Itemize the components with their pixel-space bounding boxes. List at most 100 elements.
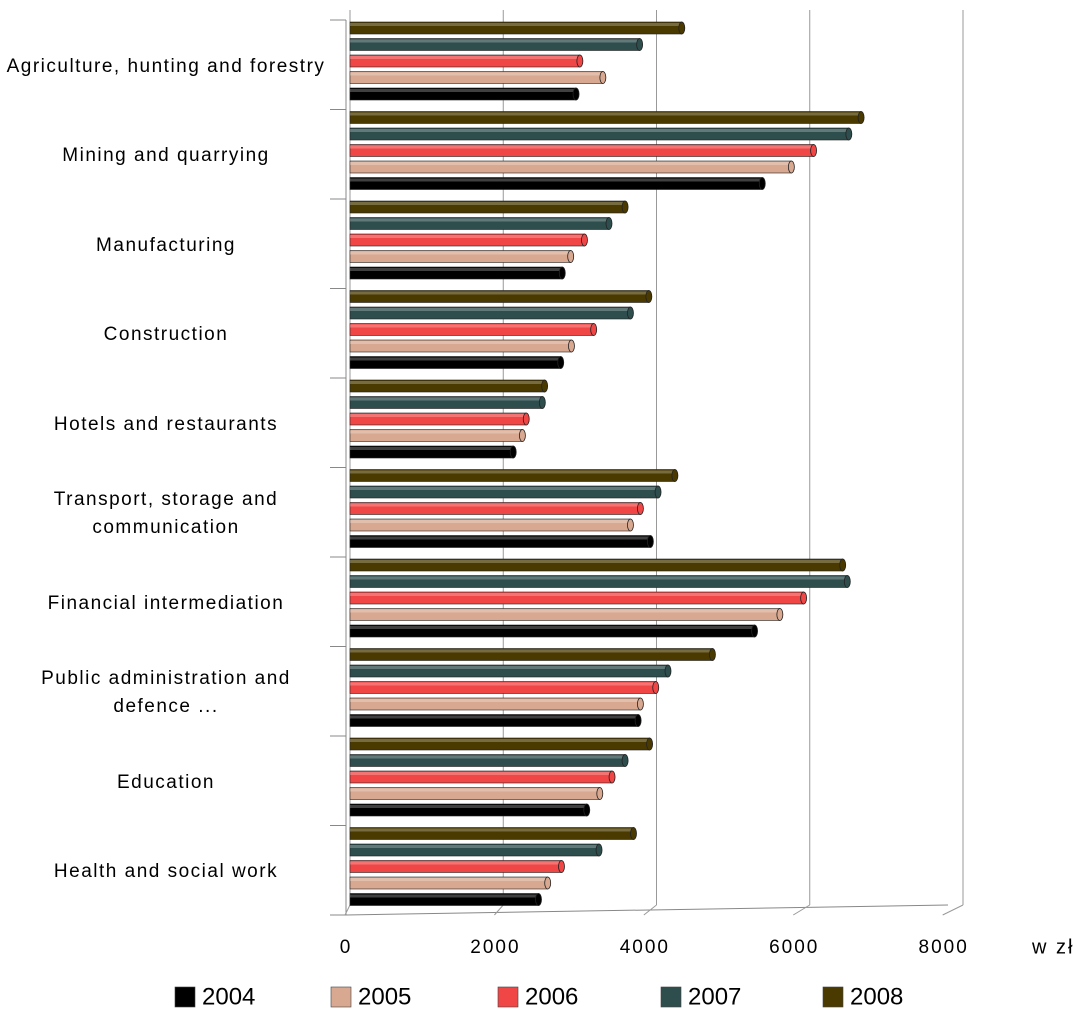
bar-cap bbox=[558, 860, 565, 873]
bar-cap bbox=[568, 339, 575, 353]
bar-group bbox=[349, 648, 716, 661]
bar-group bbox=[349, 714, 642, 727]
bar-group bbox=[349, 843, 603, 857]
bar-cap bbox=[595, 843, 603, 857]
bar-cap bbox=[646, 535, 654, 548]
bar-highlight bbox=[350, 397, 543, 401]
bar-group bbox=[349, 575, 851, 588]
bar-highlight bbox=[350, 520, 631, 523]
bar-cap bbox=[557, 356, 565, 369]
bar-cap bbox=[583, 803, 591, 817]
bar-highlight bbox=[350, 755, 626, 759]
bar-cap bbox=[839, 558, 847, 572]
bar-cap bbox=[627, 306, 634, 320]
bar-group bbox=[349, 127, 853, 141]
bar-cap bbox=[621, 754, 629, 767]
x-tick-label: 2000 bbox=[470, 937, 520, 958]
bar-group bbox=[349, 323, 598, 336]
bar-highlight bbox=[350, 178, 763, 182]
bar-cap bbox=[519, 429, 526, 442]
bar-group bbox=[349, 160, 795, 174]
x-tick-label: 6000 bbox=[769, 937, 819, 958]
bar-group bbox=[349, 306, 634, 320]
bar-group bbox=[349, 827, 637, 840]
bar-group bbox=[349, 144, 817, 157]
bar-highlight bbox=[350, 470, 675, 474]
bar-highlight bbox=[350, 218, 609, 222]
bar-group bbox=[349, 485, 662, 499]
bar-group bbox=[349, 356, 565, 369]
bar-cap bbox=[654, 485, 662, 499]
x-tick-label: 4000 bbox=[620, 937, 670, 958]
bar-group bbox=[349, 803, 591, 817]
y-tick-label: Mining and quarrying bbox=[62, 145, 270, 167]
bar-highlight bbox=[350, 894, 539, 898]
legend-swatch bbox=[174, 986, 196, 1008]
bar-cap bbox=[671, 469, 679, 482]
bar-highlight bbox=[350, 682, 656, 686]
bar-highlight bbox=[350, 576, 848, 580]
x-tick-label: 8000 bbox=[919, 937, 969, 958]
bar-highlight bbox=[350, 593, 804, 596]
bar-highlight bbox=[350, 129, 849, 132]
bar-cap bbox=[645, 290, 653, 303]
bar-highlight bbox=[350, 381, 545, 384]
bar-group bbox=[349, 111, 865, 124]
bar-highlight bbox=[350, 845, 600, 848]
bar-group bbox=[349, 681, 660, 694]
bar-group bbox=[349, 624, 758, 638]
bar-cap bbox=[630, 827, 637, 840]
bar-group bbox=[349, 339, 575, 353]
y-tick-label: Education bbox=[116, 771, 215, 793]
bar-highlight bbox=[350, 861, 562, 865]
bar-highlight bbox=[350, 291, 649, 295]
bar-cap bbox=[567, 250, 575, 263]
y-tick-label: Financial intermediation bbox=[47, 592, 285, 614]
bar-highlight bbox=[350, 487, 659, 490]
bar-group bbox=[349, 664, 672, 678]
bar-group bbox=[349, 502, 644, 515]
bar-group bbox=[349, 893, 542, 906]
legend-label: 2007 bbox=[688, 983, 741, 1010]
bar-group bbox=[349, 38, 644, 51]
y-tick-label: Health and social work bbox=[53, 861, 279, 883]
bar-cap bbox=[758, 177, 766, 190]
bar-group bbox=[349, 697, 644, 711]
bar-cap bbox=[509, 445, 517, 459]
y-tick-label: Transport, storage and communication bbox=[53, 489, 279, 539]
bar-group bbox=[349, 876, 552, 890]
bar-highlight bbox=[350, 145, 814, 149]
bar-cap bbox=[652, 681, 660, 694]
bar-cap bbox=[637, 502, 644, 515]
floor-edge bbox=[345, 904, 949, 916]
bar-cap bbox=[590, 323, 598, 336]
bar-group bbox=[349, 233, 588, 247]
bar-cap bbox=[800, 591, 808, 605]
bar-cap bbox=[608, 770, 616, 784]
bar-highlight bbox=[350, 772, 613, 775]
legend-swatch bbox=[822, 986, 844, 1008]
bar-highlight bbox=[350, 560, 843, 563]
bar-group bbox=[349, 770, 616, 784]
bar-highlight bbox=[350, 666, 668, 669]
y-tick-label: Hotels and restaurants bbox=[53, 413, 279, 435]
legend-swatch bbox=[330, 986, 352, 1008]
bar-group bbox=[349, 535, 654, 548]
bar-cap bbox=[636, 38, 644, 51]
bar-cap bbox=[621, 200, 629, 214]
bar-group bbox=[349, 518, 634, 532]
bar-group bbox=[349, 379, 549, 393]
bar-cap bbox=[709, 648, 716, 661]
bar-highlight bbox=[350, 235, 585, 238]
bar-group bbox=[349, 860, 565, 873]
bar-highlight bbox=[350, 715, 639, 719]
bar-group bbox=[349, 469, 679, 482]
bar-group bbox=[349, 290, 653, 303]
bar-highlight bbox=[350, 202, 626, 205]
bar-group bbox=[349, 217, 613, 230]
bar-cap bbox=[581, 233, 588, 247]
bar-highlight bbox=[350, 39, 640, 43]
bar-cap bbox=[596, 787, 604, 800]
x-tick-label: 0 bbox=[340, 937, 353, 958]
